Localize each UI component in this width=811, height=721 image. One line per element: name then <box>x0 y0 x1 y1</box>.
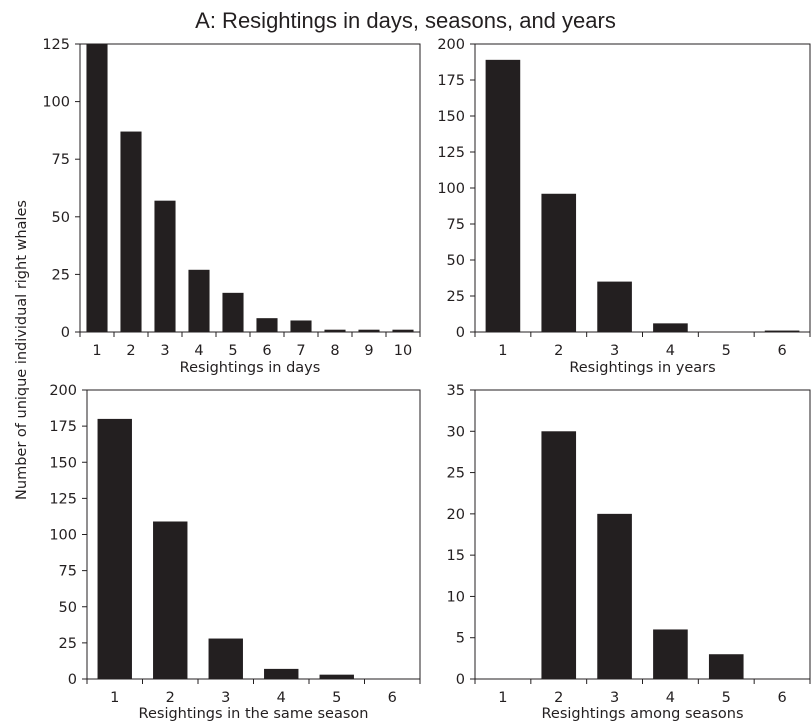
panel-same-season-ytick-label: 0 <box>68 672 77 688</box>
panel-days-xtick-label: 6 <box>262 343 271 359</box>
panel-same-season-ytick-label: 25 <box>59 636 77 652</box>
panel-days-ytick-label: 125 <box>42 37 70 53</box>
panel-days-xtick-label: 4 <box>194 343 203 359</box>
panel-among-seasons-xtick-label: 6 <box>777 690 786 706</box>
panel-same-season-ytick-label: 175 <box>49 419 77 435</box>
panel-among-seasons-xtick-label: 4 <box>666 690 675 706</box>
panel-among-seasons-bar <box>653 629 688 679</box>
panel-among-seasons-ytick-label: 35 <box>447 383 465 399</box>
panel-days-xtick-label: 7 <box>296 343 305 359</box>
panel-among-seasons-bar <box>597 513 632 679</box>
panel-days-xtick-label: 1 <box>92 343 101 359</box>
panel-among-seasons-ytick-label: 10 <box>447 589 465 605</box>
panel-years-bar <box>541 193 577 332</box>
panel-same-season-xtick-label: 3 <box>221 690 230 706</box>
panel-same-season-xlabel: Resightings in the same season <box>139 706 369 721</box>
panel-years-ytick-label: 75 <box>447 217 465 233</box>
panel-same-season-xtick-label: 6 <box>388 690 397 706</box>
panel-among-seasons-ytick-label: 20 <box>447 507 465 523</box>
panel-days-bar <box>86 44 108 332</box>
panel-years-ytick-label: 100 <box>437 181 465 197</box>
panel-same-season-ytick-label: 200 <box>49 383 77 399</box>
panel-among-seasons-ytick-label: 25 <box>447 466 465 482</box>
panel-days-ytick-label: 75 <box>52 152 70 168</box>
panel-same-season-ytick-label: 50 <box>59 600 77 616</box>
panel-same-season-ytick-label: 75 <box>59 564 77 580</box>
panel-among-seasons-ytick-label: 5 <box>456 631 465 647</box>
panel-same-season-frame <box>86 389 421 680</box>
panel-days-xtick-label: 9 <box>364 343 373 359</box>
panel-same-season-bar <box>264 668 299 679</box>
panel-same-season-xtick-label: 4 <box>277 690 286 706</box>
panel-years-xtick-label: 1 <box>498 343 507 359</box>
panel-years-bar <box>653 323 688 332</box>
panel-years-frame <box>474 43 811 333</box>
figure-title: A: Resightings in days, seasons, and yea… <box>195 8 616 33</box>
panel-days-xtick-label: 2 <box>126 343 135 359</box>
panel-years-xlabel: Resightings in years <box>569 360 715 376</box>
panel-years-bar <box>764 330 800 332</box>
panel-days-xtick-label: 8 <box>330 343 339 359</box>
panel-same-season-ytick-label: 125 <box>49 491 77 507</box>
panel-days-xtick-label: 5 <box>228 343 237 359</box>
panel-years-xtick-label: 5 <box>722 343 731 359</box>
panel-among-seasons-ytick-label: 15 <box>447 548 465 564</box>
panel-among-seasons-bar <box>541 431 577 679</box>
panel-days-bar <box>120 131 142 332</box>
panel-years-ytick-label: 25 <box>447 289 465 305</box>
panel-among-seasons-bar <box>708 654 744 679</box>
panel-days-ytick-label: 0 <box>61 325 70 341</box>
panel-among-seasons-xtick-label: 1 <box>498 690 507 706</box>
panel-years-ytick-label: 175 <box>437 73 465 89</box>
panel-days-bar <box>358 329 380 332</box>
panel-same-season-xtick-label: 1 <box>110 690 119 706</box>
panel-years-ytick-label: 200 <box>437 37 465 53</box>
panel-years-ytick-label: 50 <box>447 253 465 269</box>
panel-years-xtick-label: 6 <box>777 343 786 359</box>
panel-days-bar <box>256 318 278 332</box>
panel-days-ytick-label: 100 <box>42 95 70 111</box>
panel-among-seasons-frame <box>474 389 811 680</box>
panel-days-bar <box>154 200 176 332</box>
panel-days-xlabel: Resightings in days <box>180 360 321 376</box>
panel-years-bar <box>597 281 632 332</box>
panel-years-xtick-label: 4 <box>666 343 675 359</box>
panel-same-season-bar <box>97 418 132 679</box>
panel-days-bar <box>290 320 312 332</box>
panel-days-ytick-label: 25 <box>52 267 70 283</box>
panel-years-ytick-label: 125 <box>437 145 465 161</box>
panel-years-ytick-label: 150 <box>437 109 465 125</box>
panel-same-season-bar <box>153 521 188 679</box>
panel-same-season-ytick-label: 150 <box>49 455 77 471</box>
panel-among-seasons-xtick-label: 3 <box>610 690 619 706</box>
panel-years-bar <box>485 59 521 333</box>
panel-days-ytick-label: 50 <box>52 210 70 226</box>
panel-days-bar <box>392 329 414 332</box>
panel-days-bar <box>222 292 244 332</box>
panel-among-seasons-ytick-label: 0 <box>456 672 465 688</box>
panel-among-seasons-xlabel: Resightings among seasons <box>541 706 743 721</box>
panel-same-season-ytick-label: 100 <box>49 528 77 544</box>
panel-among-seasons-xtick-label: 5 <box>722 690 731 706</box>
panel-days-xtick-label: 10 <box>394 343 412 359</box>
panel-among-seasons-ytick-label: 30 <box>447 424 465 440</box>
panel-same-season-bar <box>319 674 354 679</box>
panel-days-bar <box>324 329 346 332</box>
panel-same-season-xtick-label: 5 <box>332 690 341 706</box>
panel-same-season-xtick-label: 2 <box>166 690 175 706</box>
panel-same-season-bar <box>208 638 243 679</box>
panel-years-ytick-label: 0 <box>456 325 465 341</box>
panel-years-xtick-label: 2 <box>554 343 563 359</box>
panel-days-bar <box>188 269 210 332</box>
panel-days-xtick-label: 3 <box>160 343 169 359</box>
panel-among-seasons-xtick-label: 2 <box>554 690 563 706</box>
panel-years-xtick-label: 3 <box>610 343 619 359</box>
